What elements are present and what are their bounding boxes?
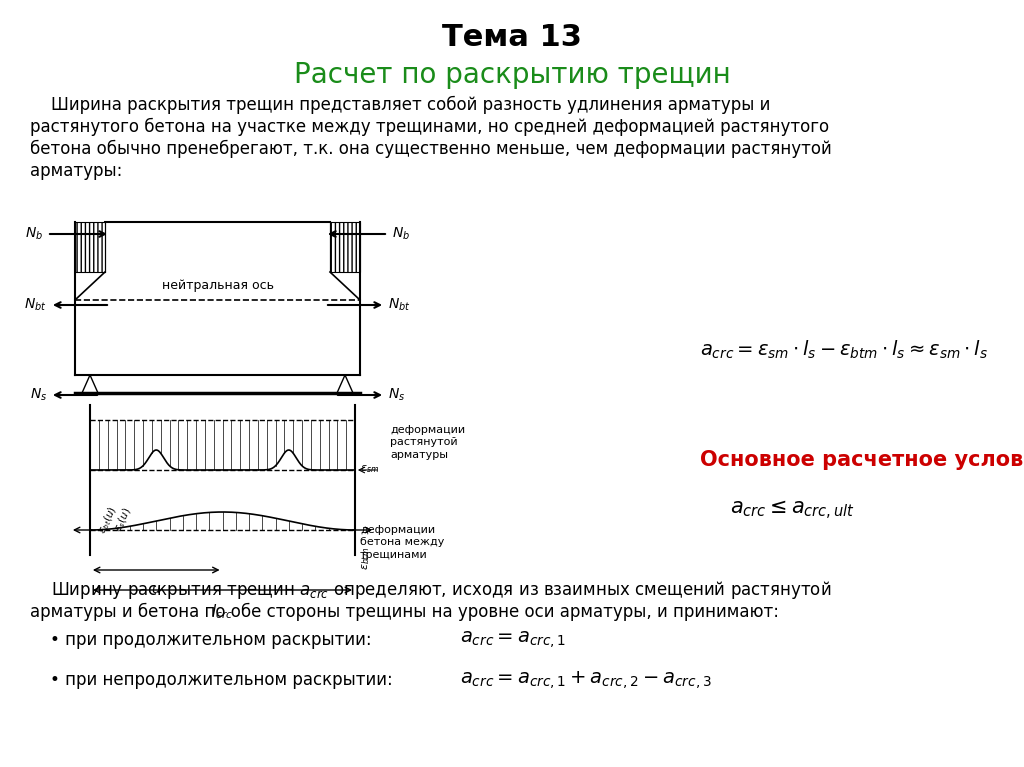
Text: арматуры:: арматуры: [30,162,123,180]
Text: нейтральная ось: нейтральная ось [162,279,273,292]
Text: Ширина раскрытия трещин представляет собой разность удлинения арматуры и: Ширина раскрытия трещин представляет соб… [30,96,770,114]
Polygon shape [337,375,353,393]
Text: растянутого бетона на участке между трещинами, но средней деформацией растянутог: растянутого бетона на участке между трещ… [30,118,829,136]
Text: $a_{crc} = a_{crc,1} + a_{crc,2} - a_{crc,3}$: $a_{crc} = a_{crc,1} + a_{crc,2} - a_{cr… [460,669,712,691]
Text: Расчет по раскрытию трещин: Расчет по раскрытию трещин [294,61,730,89]
Text: $N_{bt}$: $N_{bt}$ [388,297,411,313]
Text: • при продолжительном раскрытии:: • при продолжительном раскрытии: [50,631,372,649]
Text: Тема 13: Тема 13 [442,24,582,52]
Text: $\varepsilon_{bt}(u)$: $\varepsilon_{bt}(u)$ [95,504,120,536]
Text: $a_{crc} = a_{crc,1}$: $a_{crc} = a_{crc,1}$ [460,630,566,650]
Text: бетона обычно пренебрегают, т.к. она существенно меньше, чем деформации растянут: бетона обычно пренебрегают, т.к. она сущ… [30,140,831,158]
Text: $\varepsilon_s(u)$: $\varepsilon_s(u)$ [112,505,135,535]
Text: арматуры и бетона по обе стороны трещины на уровне оси арматуры, и принимают:: арматуры и бетона по обе стороны трещины… [30,603,779,621]
Text: $N_b$: $N_b$ [25,225,43,242]
Text: $N_b$: $N_b$ [392,225,410,242]
Polygon shape [330,222,360,272]
Polygon shape [82,375,98,393]
Text: • при непродолжительном раскрытии:: • при непродолжительном раскрытии: [50,671,393,689]
Text: $\varepsilon_{sm}$: $\varepsilon_{sm}$ [360,463,379,475]
Text: $a_{crc} = \varepsilon_{sm} \cdot l_s - \varepsilon_{btm} \cdot l_s \approx \var: $a_{crc} = \varepsilon_{sm} \cdot l_s - … [700,339,988,361]
Text: $N_{bt}$: $N_{bt}$ [25,297,47,313]
Text: $u$: $u$ [152,582,162,596]
Text: деформации
растянутой
арматуры: деформации растянутой арматуры [390,425,465,459]
Text: $l_{crc}$: $l_{crc}$ [211,602,233,621]
Polygon shape [75,222,105,272]
Text: $a_{crc} \leq a_{crc,ult}$: $a_{crc} \leq a_{crc,ult}$ [730,499,855,522]
Text: Ширину раскрытия трещин $a_{crc}$ определяют, исходя из взаимных смещений растян: Ширину раскрытия трещин $a_{crc}$ опреде… [30,579,831,601]
Text: $N_s$: $N_s$ [30,387,47,403]
Text: Основное расчетное условие:: Основное расчетное условие: [700,450,1024,470]
Text: деформации
бетона между
трещинами: деформации бетона между трещинами [360,525,444,560]
Text: $N_s$: $N_s$ [388,387,406,403]
Text: $\varepsilon_{btm}$: $\varepsilon_{btm}$ [360,546,372,570]
